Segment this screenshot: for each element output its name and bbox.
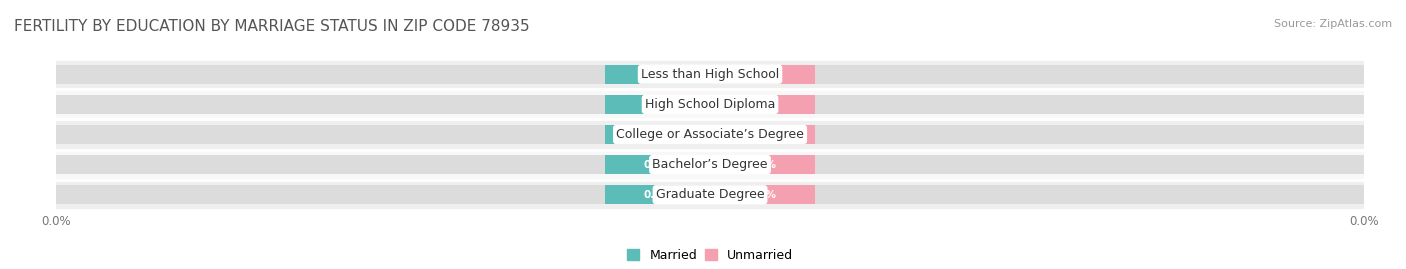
- Bar: [56, 59, 1364, 89]
- Text: College or Associate’s Degree: College or Associate’s Degree: [616, 128, 804, 141]
- Text: 0.0%: 0.0%: [643, 190, 672, 200]
- Text: Less than High School: Less than High School: [641, 68, 779, 81]
- Bar: [56, 89, 1364, 119]
- Bar: [56, 150, 1364, 180]
- Bar: [606, 65, 710, 84]
- Text: 0.0%: 0.0%: [748, 160, 778, 170]
- Bar: [56, 95, 1364, 114]
- Text: Graduate Degree: Graduate Degree: [655, 188, 765, 201]
- Text: 0.0%: 0.0%: [748, 69, 778, 79]
- Text: 0.0%: 0.0%: [643, 160, 672, 170]
- Bar: [710, 155, 814, 174]
- Text: Source: ZipAtlas.com: Source: ZipAtlas.com: [1274, 19, 1392, 29]
- Bar: [710, 95, 814, 114]
- Bar: [56, 125, 1364, 144]
- Text: 0.0%: 0.0%: [643, 69, 672, 79]
- Bar: [606, 125, 710, 144]
- Bar: [56, 65, 1364, 84]
- Bar: [710, 185, 814, 204]
- Bar: [606, 155, 710, 174]
- Bar: [56, 180, 1364, 210]
- Text: 0.0%: 0.0%: [748, 190, 778, 200]
- Bar: [56, 119, 1364, 150]
- Text: 0.0%: 0.0%: [748, 99, 778, 109]
- Bar: [710, 125, 814, 144]
- Legend: Married, Unmarried: Married, Unmarried: [621, 244, 799, 267]
- Text: High School Diploma: High School Diploma: [645, 98, 775, 111]
- Text: FERTILITY BY EDUCATION BY MARRIAGE STATUS IN ZIP CODE 78935: FERTILITY BY EDUCATION BY MARRIAGE STATU…: [14, 19, 530, 34]
- Bar: [606, 185, 710, 204]
- Bar: [56, 155, 1364, 174]
- Bar: [56, 185, 1364, 204]
- Text: 0.0%: 0.0%: [643, 129, 672, 140]
- Bar: [606, 95, 710, 114]
- Text: 0.0%: 0.0%: [643, 99, 672, 109]
- Text: Bachelor’s Degree: Bachelor’s Degree: [652, 158, 768, 171]
- Text: 0.0%: 0.0%: [748, 129, 778, 140]
- Bar: [710, 65, 814, 84]
